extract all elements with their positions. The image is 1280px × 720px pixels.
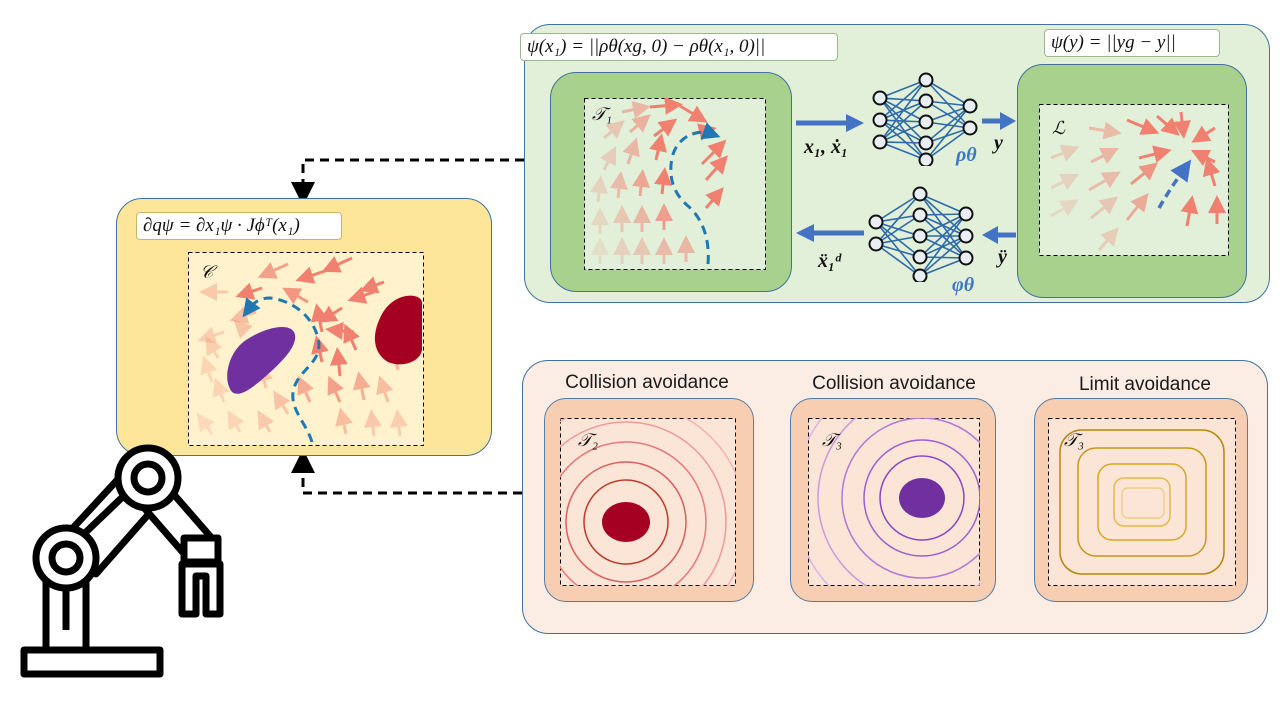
task-space-3a-symbol: 𝒯₃ — [822, 430, 843, 450]
encoder-input-arrow — [796, 114, 864, 132]
config-obstacle-purple — [227, 326, 296, 394]
avoidance-title-left: Collision avoidance — [565, 372, 729, 393]
task-space-3b-symbol: 𝒯₃ — [1064, 430, 1085, 450]
decoder-input-label: ÿ — [998, 246, 1007, 268]
encoder-name-label: ρθ — [956, 144, 977, 166]
task-potential-formula: ψ(x₁) = ||ρθ(xg, 0) − ρθ(x₁, 0)|| — [520, 33, 838, 61]
latent-potential-formula: ψ(y) = ||yg − y|| — [1044, 29, 1220, 57]
decoder-output-label: ẍ₁ᵈ — [818, 250, 841, 272]
decoder-input-arrow — [982, 226, 1016, 244]
task-space-2-symbol: 𝒯₂ — [578, 430, 599, 450]
limit-field-t3 — [1048, 418, 1236, 586]
collision-field-t3 — [808, 418, 980, 586]
encoder-output-label: y — [994, 132, 1003, 154]
encoder-output-arrow — [982, 112, 1016, 130]
latent-space-trajectory — [1157, 159, 1192, 209]
encoder-network-icon — [872, 72, 978, 166]
config-space-symbol: 𝒞 — [200, 262, 214, 282]
robot-arm-icon — [20, 444, 224, 678]
decoder-output-arrow — [796, 224, 864, 242]
collision-obstacle-t2 — [602, 502, 650, 542]
task-space-1-symbol: 𝒯₁ — [592, 104, 613, 124]
connector-model-to-config — [291, 158, 524, 206]
config-space-field — [188, 252, 424, 446]
task-space-1-trajectory — [669, 122, 721, 265]
config-obstacle-red — [374, 295, 422, 365]
decoder-network-icon — [868, 186, 974, 282]
avoidance-title-middle: Collision avoidance — [812, 373, 976, 394]
config-gradient-formula: ∂qψ = ∂x₁ψ · Jϕᵀ(x₁) — [136, 212, 342, 240]
latent-space-field — [1039, 104, 1229, 256]
task-space-1-field — [584, 98, 766, 270]
config-space-trajectory — [242, 296, 321, 443]
decoder-name-label: φθ — [952, 274, 975, 296]
collision-field-t2 — [560, 418, 736, 586]
avoidance-title-right: Limit avoidance — [1078, 374, 1212, 395]
encoder-input-label: x₁, ẋ₁ — [804, 136, 848, 158]
connector-avoid-to-config — [291, 449, 522, 495]
latent-space-symbol: ℒ — [1052, 118, 1065, 138]
collision-obstacle-t3 — [899, 478, 945, 518]
